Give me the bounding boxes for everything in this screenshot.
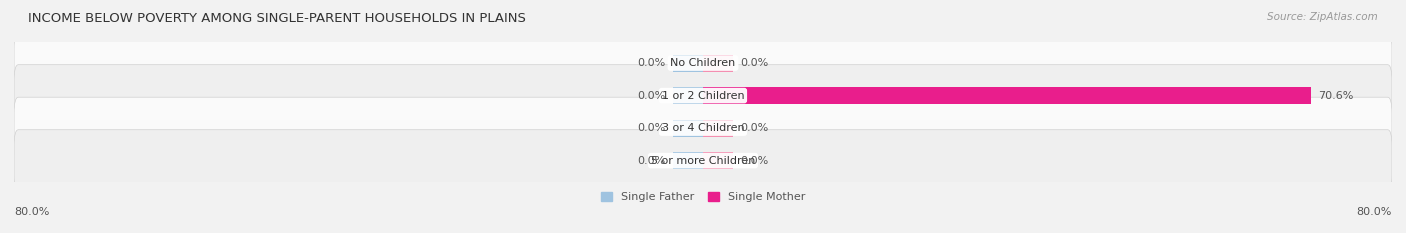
Bar <box>673 87 703 104</box>
Bar <box>673 152 703 169</box>
Bar <box>673 120 703 137</box>
Bar <box>703 55 733 72</box>
FancyBboxPatch shape <box>14 32 1392 94</box>
Text: 0.0%: 0.0% <box>740 123 768 133</box>
Bar <box>703 152 733 169</box>
Text: 1 or 2 Children: 1 or 2 Children <box>662 91 744 101</box>
Bar <box>703 120 733 137</box>
Text: 0.0%: 0.0% <box>638 156 666 166</box>
Text: 3 or 4 Children: 3 or 4 Children <box>662 123 744 133</box>
Bar <box>703 87 1310 104</box>
FancyBboxPatch shape <box>14 97 1392 159</box>
Text: Source: ZipAtlas.com: Source: ZipAtlas.com <box>1267 12 1378 22</box>
Text: 0.0%: 0.0% <box>740 156 768 166</box>
FancyBboxPatch shape <box>14 130 1392 192</box>
Text: 0.0%: 0.0% <box>638 91 666 101</box>
Text: INCOME BELOW POVERTY AMONG SINGLE-PARENT HOUSEHOLDS IN PLAINS: INCOME BELOW POVERTY AMONG SINGLE-PARENT… <box>28 12 526 25</box>
Text: 0.0%: 0.0% <box>638 58 666 68</box>
Text: 5 or more Children: 5 or more Children <box>651 156 755 166</box>
Text: 70.6%: 70.6% <box>1317 91 1353 101</box>
Text: 0.0%: 0.0% <box>740 58 768 68</box>
Legend: Single Father, Single Mother: Single Father, Single Mother <box>596 188 810 207</box>
Text: 80.0%: 80.0% <box>14 207 49 217</box>
Bar <box>673 55 703 72</box>
Text: 0.0%: 0.0% <box>638 123 666 133</box>
Text: No Children: No Children <box>671 58 735 68</box>
FancyBboxPatch shape <box>14 65 1392 127</box>
Text: 80.0%: 80.0% <box>1357 207 1392 217</box>
